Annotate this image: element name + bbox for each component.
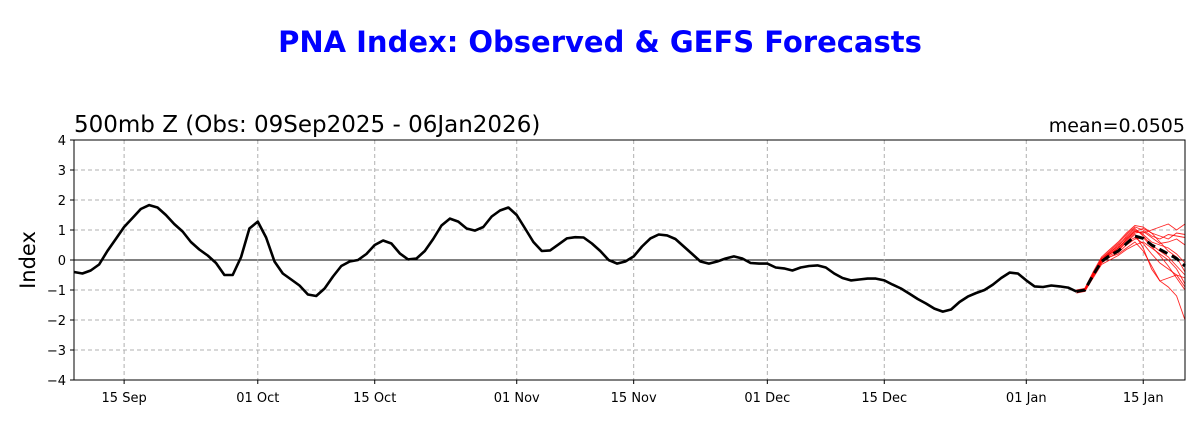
ensemble-member-line — [1076, 241, 1186, 294]
ensemble-member-line — [1076, 237, 1186, 292]
y-tick-label: 0 — [58, 254, 66, 269]
y-tick-label: 1 — [58, 224, 66, 239]
ensemble-member-line — [1076, 225, 1186, 291]
ensemble-member-line — [1076, 233, 1186, 292]
y-tick-label: −2 — [47, 314, 66, 329]
plot-frame — [73, 139, 1186, 381]
x-tick-label: 01 Jan — [1006, 391, 1047, 406]
forecast-mean-line — [1076, 234, 1186, 293]
y-tick-label: −1 — [47, 284, 66, 299]
y-axis-label: Index — [16, 231, 40, 289]
y-tick-label: 4 — [58, 134, 66, 149]
y-tick-label: −4 — [47, 374, 66, 389]
mean-annotation: mean=0.0505 — [1049, 115, 1185, 137]
y-tick-label: 2 — [58, 194, 66, 209]
x-tick-label: 01 Nov — [494, 391, 540, 406]
ticks: −4 −3 −2 −1 0 1 2 3 4 15 Sep 01 Oct 15 Oct 01 Nov 15 … — [47, 134, 1164, 406]
ensemble-member-line — [1076, 241, 1186, 321]
x-tick-label: 15 Jan — [1123, 391, 1164, 406]
chart-subtitle: 500mb Z (Obs: 09Sep2025 - 06Jan2026) — [74, 112, 540, 138]
y-tick-label: 3 — [58, 164, 66, 179]
ensemble-member-line — [1076, 236, 1186, 294]
chart-title: PNA Index: Observed & GEFS Forecasts — [278, 25, 922, 59]
series — [73, 203, 1186, 321]
y-tick-label: −3 — [47, 344, 66, 359]
x-tick-label: 01 Dec — [744, 391, 790, 406]
x-tick-label: 15 Oct — [353, 391, 396, 406]
x-tick-label: 01 Oct — [236, 391, 279, 406]
observed-line — [73, 203, 1077, 313]
x-tick-label: 15 Sep — [102, 391, 147, 406]
grid — [74, 140, 1185, 380]
x-tick-label: 15 Nov — [611, 391, 657, 406]
x-tick-label: 15 Dec — [861, 391, 907, 406]
ensemble-member-line — [1076, 231, 1186, 292]
